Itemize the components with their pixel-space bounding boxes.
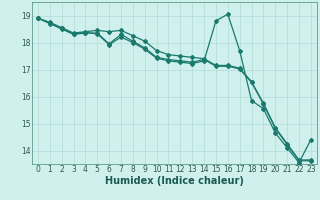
X-axis label: Humidex (Indice chaleur): Humidex (Indice chaleur) <box>105 176 244 186</box>
